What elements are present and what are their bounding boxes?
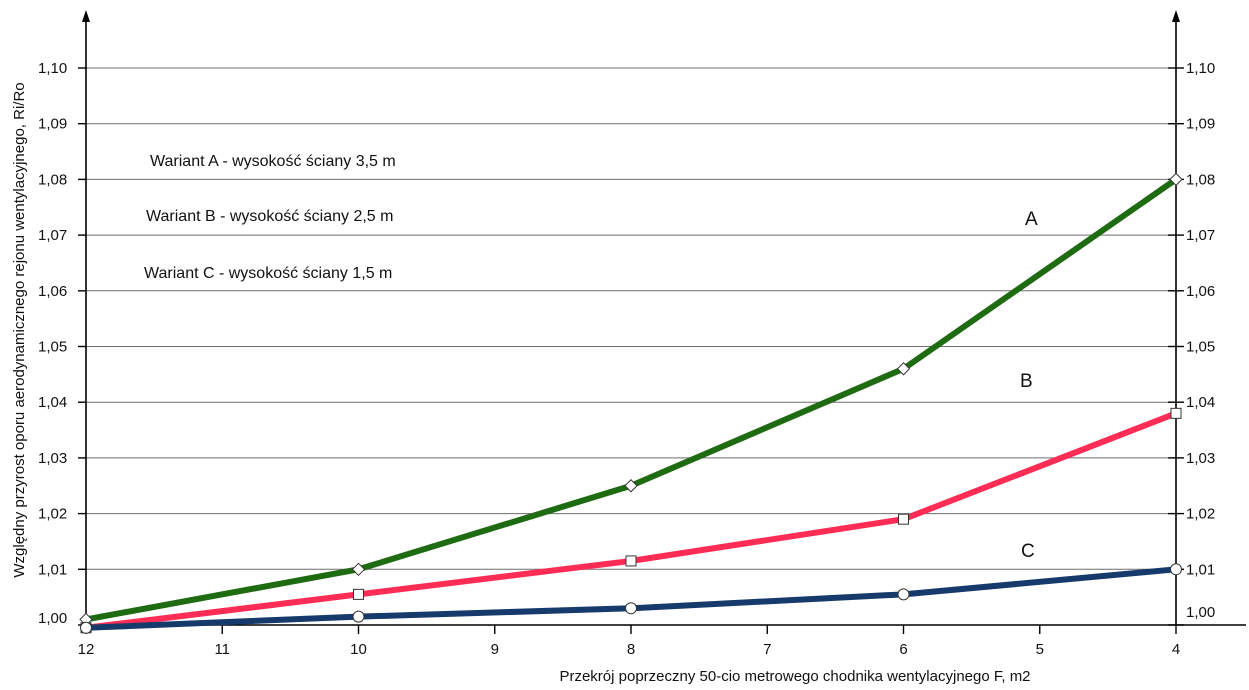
y-tick-label-left: 1,07 xyxy=(38,227,67,244)
x-tick-label: 4 xyxy=(1172,641,1180,658)
y-tick-label-left: 1,02 xyxy=(38,506,67,523)
variant-annotation: Wariant B - wysokość ściany 2,5 m xyxy=(146,208,393,225)
x-tick-label: 6 xyxy=(899,641,907,658)
variant-annotation: Wariant C - wysokość ściany 1,5 m xyxy=(144,265,392,282)
series-line-c xyxy=(83,566,1179,631)
y-tick-label-left: 1,04 xyxy=(38,394,67,411)
x-tick-label: 9 xyxy=(491,641,499,658)
data-point-c xyxy=(625,602,637,615)
data-point-a xyxy=(1169,172,1183,187)
y-tick-label-right: 1,03 xyxy=(1186,450,1215,467)
x-tick-label: 5 xyxy=(1036,641,1044,658)
series-label-b: B xyxy=(1020,371,1033,392)
y-tick-label-right: 1,07 xyxy=(1186,227,1215,244)
y-tick-label-right: 1,10 xyxy=(1186,60,1215,77)
y-tick-label-left: 1,09 xyxy=(38,116,67,133)
grid xyxy=(86,67,1176,570)
left-axis-arrow xyxy=(82,10,90,22)
x-axis-title: Przekrój poprzeczny 50-cio metrowego cho… xyxy=(559,668,1030,685)
right-axis-arrow xyxy=(1172,10,1180,22)
y-tick-label-left: 1,03 xyxy=(38,450,67,467)
y-axis-title: Względny przyrost oporu aerodynamicznego… xyxy=(11,82,28,577)
series-label-a: A xyxy=(1025,209,1038,230)
data-point-a xyxy=(896,362,911,376)
data-point-a xyxy=(351,562,366,577)
data-point-c xyxy=(897,588,910,601)
y-tick-label-right: 1,00 xyxy=(1186,604,1215,621)
data-point-c xyxy=(1170,563,1182,576)
data-point-a xyxy=(624,479,638,493)
series-label-c: C xyxy=(1021,541,1035,562)
data-point-b xyxy=(1170,407,1182,419)
y-tick-label-left: 1,08 xyxy=(38,171,67,188)
y-tick-label-right: 1,09 xyxy=(1186,116,1215,133)
data-point-b xyxy=(353,588,364,600)
y-tick-label-left: 1,00 xyxy=(38,610,67,627)
labels-layer: 1,00 1,00 1,01 1,01 1,02 1,02 1,03 1,03 1,04 1,04… xyxy=(11,60,1215,685)
y-tick-label-left: 1,10 xyxy=(38,60,67,77)
y-tick-label-right: 1,04 xyxy=(1186,394,1215,411)
x-tick-label: 7 xyxy=(763,641,771,658)
data-point-b xyxy=(898,513,909,525)
series-line-a xyxy=(83,176,1179,623)
axes xyxy=(78,10,1246,634)
variant-annotation: Wariant A - wysokość ściany 3,5 m xyxy=(150,153,396,170)
series-layer xyxy=(79,172,1183,634)
y-tick-label-right: 1,02 xyxy=(1186,506,1215,523)
series-line-b xyxy=(83,410,1179,631)
y-tick-label-right: 1,05 xyxy=(1186,339,1215,356)
y-tick-label-right: 1,01 xyxy=(1186,561,1215,578)
y-tick-label-left: 1,01 xyxy=(38,561,67,578)
data-point-b xyxy=(625,555,637,567)
x-tick-label: 8 xyxy=(627,641,635,658)
y-tick-label-right: 1,08 xyxy=(1186,171,1215,188)
y-tick-label-left: 1,06 xyxy=(38,283,67,300)
y-tick-label-left: 1,05 xyxy=(38,339,67,356)
x-tick-label: 10 xyxy=(350,641,367,658)
data-point-c xyxy=(80,621,92,634)
x-tick-label: 12 xyxy=(78,641,95,658)
x-tick-label: 11 xyxy=(214,641,230,658)
y-tick-label-right: 1,06 xyxy=(1186,283,1215,300)
data-point-c xyxy=(352,610,365,623)
